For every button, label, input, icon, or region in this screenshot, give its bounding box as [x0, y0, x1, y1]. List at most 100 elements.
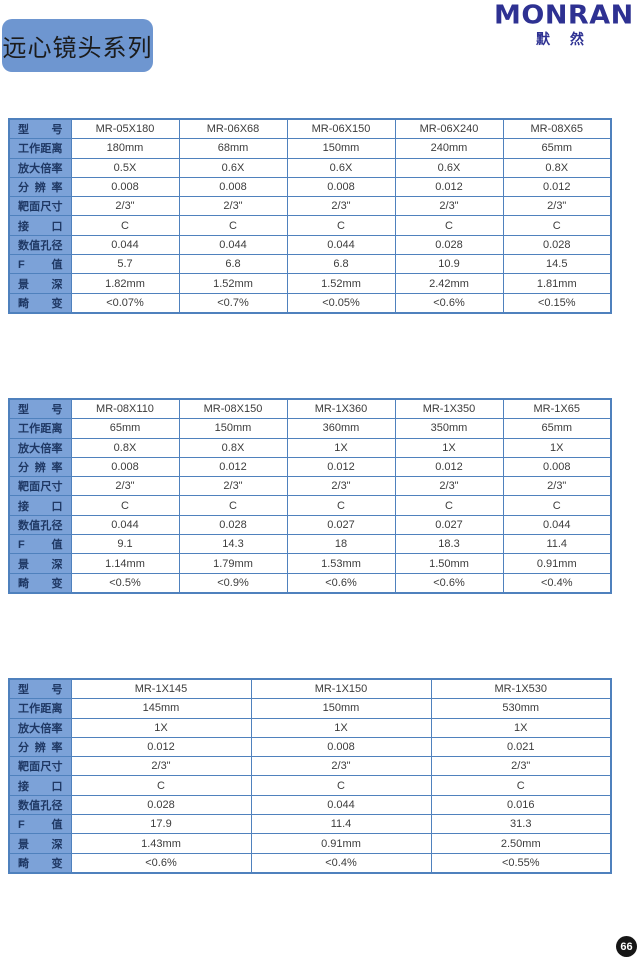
- spec-value-cell: 0.6X: [178, 157, 288, 178]
- spec-value-cell: 0.012: [286, 456, 396, 478]
- spec-value-cell: 2/3": [394, 476, 504, 497]
- spec-value-cell: 150mm: [250, 698, 432, 719]
- spec-value-cell: <0.4%: [250, 852, 432, 874]
- spec-value-cell: 150mm: [178, 418, 288, 439]
- spec-value-cell: 0.8X: [70, 437, 180, 458]
- spec-value-cell: 0.012: [70, 736, 252, 758]
- model-header-row: 型 号 MR-05X180 MR-06X68 MR-06X150 MR-06X240 MR…: [8, 118, 612, 140]
- spec-value-cell: 1X: [70, 717, 252, 738]
- row-label: 分 辨 率: [8, 176, 72, 198]
- spec-value-cell: 2/3": [394, 196, 504, 217]
- spec-row: 畸 变 <0.6% <0.4% <0.55%: [8, 852, 612, 874]
- model-name-cell: MR-08X110: [70, 398, 180, 420]
- spec-value-cell: 2/3": [178, 476, 288, 497]
- spec-value-cell: 0.044: [502, 514, 612, 536]
- spec-row: 数值孔径 0.044 0.044 0.044 0.028 0.028: [8, 234, 612, 256]
- spec-value-cell: 65mm: [502, 138, 612, 159]
- spec-row: 工作距离 180mm 68mm 150mm 240mm 65mm: [8, 138, 612, 159]
- model-name-cell: MR-08X65: [502, 118, 612, 140]
- model-name-cell: MR-06X240: [394, 118, 504, 140]
- row-label: 型 号: [8, 118, 72, 140]
- spec-value-cell: 17.9: [70, 814, 252, 835]
- spec-row: F 值 17.9 11.4 31.3: [8, 814, 612, 835]
- spec-value-cell: 0.91mm: [502, 553, 612, 574]
- row-label: 工作距离: [8, 138, 72, 159]
- row-label: 数值孔径: [8, 514, 72, 536]
- spec-value-cell: 6.8: [286, 254, 396, 275]
- row-label: 接 口: [8, 495, 72, 516]
- spec-value-cell: 0.8X: [502, 157, 612, 178]
- spec-value-cell: 2/3": [430, 756, 612, 777]
- spec-value-cell: <0.6%: [394, 292, 504, 314]
- row-label: 接 口: [8, 215, 72, 236]
- spec-value-cell: C: [394, 215, 504, 236]
- spec-value-cell: 0.008: [70, 456, 180, 478]
- spec-row: 放大倍率 0.8X 0.8X 1X 1X 1X: [8, 437, 612, 458]
- spec-value-cell: 18.3: [394, 534, 504, 555]
- row-label: 靶面尺寸: [8, 196, 72, 217]
- row-label: F 值: [8, 534, 72, 555]
- row-label: 放大倍率: [8, 717, 72, 738]
- spec-row: 景 深 1.82mm 1.52mm 1.52mm 2.42mm 1.81mm: [8, 273, 612, 294]
- spec-value-cell: 1.14mm: [70, 553, 180, 574]
- spec-value-cell: 530mm: [430, 698, 612, 719]
- spec-value-cell: 11.4: [502, 534, 612, 555]
- spec-table: 型 号 MR-1X145 MR-1X150 MR-1X530 工作距离 145mm 150m…: [8, 678, 612, 874]
- spec-value-cell: C: [70, 495, 180, 516]
- brand-hanzi: 默 然: [536, 31, 592, 47]
- row-label: 畸 变: [8, 852, 72, 874]
- spec-value-cell: <0.05%: [286, 292, 396, 314]
- spec-value-cell: 145mm: [70, 698, 252, 719]
- spec-value-cell: <0.6%: [286, 572, 396, 594]
- spec-table-section-1: 型 号 MR-05X180 MR-06X68 MR-06X150 MR-06X240 MR…: [8, 118, 612, 314]
- spec-row: 工作距离 145mm 150mm 530mm: [8, 698, 612, 719]
- spec-value-cell: 0.027: [394, 514, 504, 536]
- spec-value-cell: 0.008: [70, 176, 180, 198]
- spec-row: 靶面尺寸 2/3" 2/3" 2/3" 2/3" 2/3": [8, 476, 612, 497]
- spec-value-cell: C: [178, 215, 288, 236]
- spec-row: 放大倍率 1X 1X 1X: [8, 717, 612, 738]
- model-name-cell: MR-1X65: [502, 398, 612, 420]
- spec-value-cell: 0.8X: [178, 437, 288, 458]
- spec-value-cell: 0.021: [430, 736, 612, 758]
- spec-value-cell: 2/3": [70, 196, 180, 217]
- row-label: 靶面尺寸: [8, 756, 72, 777]
- series-title: 远心镜头系列: [2, 35, 153, 62]
- spec-value-cell: 2/3": [502, 476, 612, 497]
- spec-value-cell: 5.7: [70, 254, 180, 275]
- row-label: 放大倍率: [8, 157, 72, 178]
- spec-table: 型 号 MR-08X110 MR-08X150 MR-1X360 MR-1X350 MR-…: [8, 398, 612, 594]
- spec-value-cell: C: [286, 215, 396, 236]
- spec-value-cell: 0.028: [502, 234, 612, 256]
- spec-value-cell: 65mm: [70, 418, 180, 439]
- spec-row: 分 辨 率 0.008 0.012 0.012 0.012 0.008: [8, 456, 612, 478]
- spec-value-cell: C: [178, 495, 288, 516]
- model-name-cell: MR-06X150: [286, 118, 396, 140]
- row-label: 畸 变: [8, 572, 72, 594]
- spec-value-cell: 2.50mm: [430, 833, 612, 854]
- page-number: 66: [620, 940, 633, 953]
- spec-value-cell: C: [502, 215, 612, 236]
- model-name-cell: MR-1X530: [430, 678, 612, 700]
- spec-value-cell: 0.027: [286, 514, 396, 536]
- spec-value-cell: 0.044: [70, 234, 180, 256]
- spec-value-cell: 0.91mm: [250, 833, 432, 854]
- spec-value-cell: 6.8: [178, 254, 288, 275]
- spec-value-cell: 1X: [430, 717, 612, 738]
- spec-value-cell: 0.008: [178, 176, 288, 198]
- spec-value-cell: 240mm: [394, 138, 504, 159]
- spec-table: 型 号 MR-05X180 MR-06X68 MR-06X150 MR-06X240 MR…: [8, 118, 612, 314]
- model-name-cell: MR-06X68: [178, 118, 288, 140]
- spec-value-cell: 2/3": [286, 196, 396, 217]
- brand-wordmark: MONRAN: [494, 0, 634, 31]
- row-label: 景 深: [8, 553, 72, 574]
- spec-value-cell: 2/3": [286, 476, 396, 497]
- spec-value-cell: 1.43mm: [70, 833, 252, 854]
- spec-value-cell: 2.42mm: [394, 273, 504, 294]
- spec-value-cell: 18: [286, 534, 396, 555]
- model-name-cell: MR-05X180: [70, 118, 180, 140]
- row-label: 畸 变: [8, 292, 72, 314]
